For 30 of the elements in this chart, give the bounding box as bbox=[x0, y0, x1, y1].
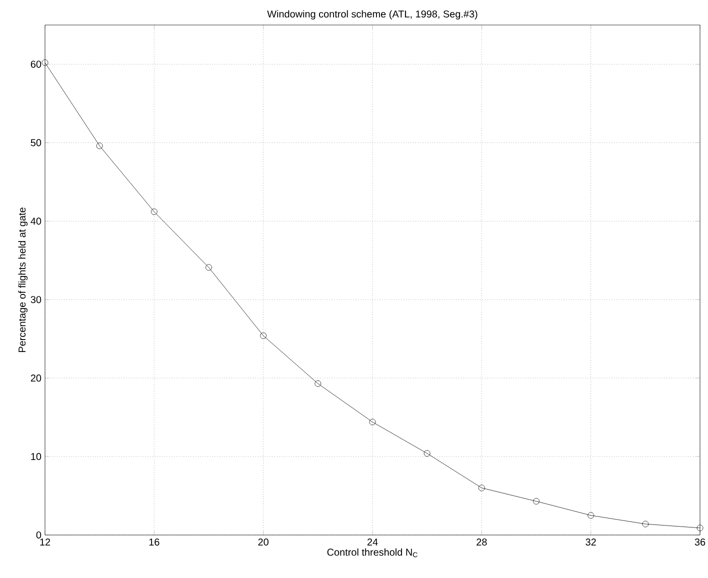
y-tick-label: 60 bbox=[30, 60, 42, 68]
y-tick-label: 10 bbox=[31, 453, 42, 460]
point bbox=[96, 142, 103, 150]
point bbox=[533, 498, 540, 504]
y-tick-label: 40 bbox=[30, 218, 42, 225]
x-tick-label: 20 bbox=[258, 538, 268, 546]
point bbox=[206, 264, 212, 271]
point bbox=[369, 418, 376, 426]
x-tick-label: 24 bbox=[367, 538, 378, 546]
y-tick-label: 30 bbox=[30, 296, 42, 304]
x-tick-label: 32 bbox=[586, 538, 596, 546]
point bbox=[260, 332, 267, 339]
point bbox=[150, 208, 158, 215]
x-tick-label: 12 bbox=[40, 538, 50, 546]
y-tick-label: 20 bbox=[30, 374, 42, 382]
y-tick-label: 50 bbox=[30, 139, 42, 146]
chart-title: Windowing control scheme (ATL, 1998, Seg.#3) bbox=[267, 10, 478, 20]
y-axis-title: Percentage of flights held at gate bbox=[18, 208, 28, 352]
point bbox=[588, 512, 594, 519]
point bbox=[642, 520, 649, 528]
y-tick-label: 0 bbox=[36, 531, 42, 539]
x-tick-label: 16 bbox=[149, 538, 160, 546]
x-tick-label: 28 bbox=[476, 538, 487, 546]
point bbox=[42, 59, 48, 66]
point bbox=[478, 484, 485, 492]
x-tick-label: 36 bbox=[694, 538, 706, 546]
point bbox=[424, 450, 430, 457]
point bbox=[314, 380, 322, 387]
x-axis-title: Control threshold N$_{C}$ bbox=[327, 548, 418, 558]
point bbox=[696, 524, 704, 532]
